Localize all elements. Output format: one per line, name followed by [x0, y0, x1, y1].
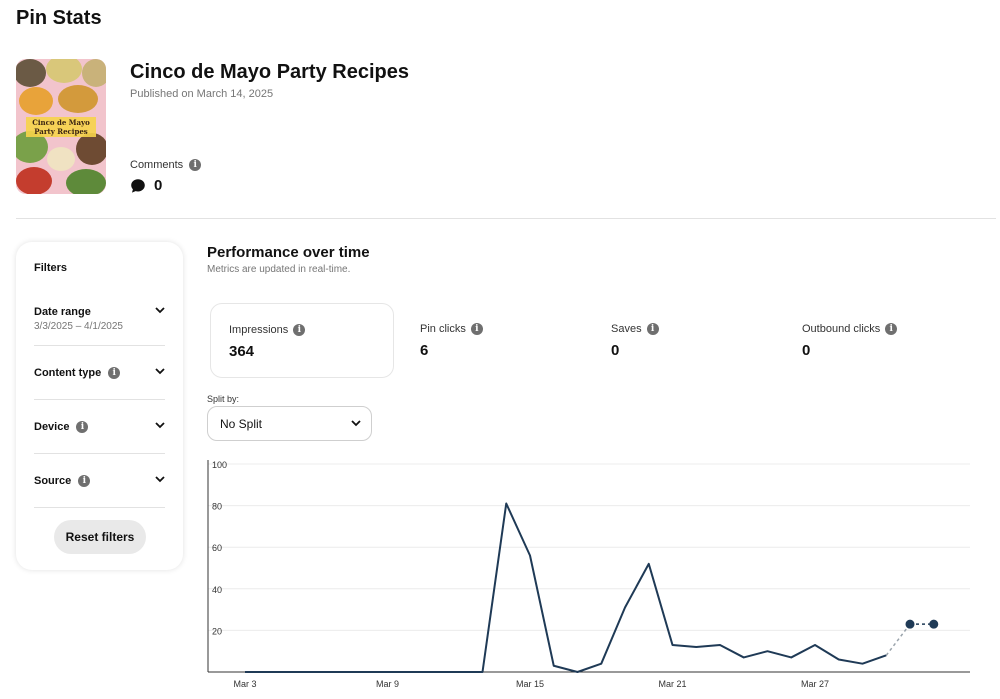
metric-label: Outbound clicks: [802, 323, 880, 335]
pin-thumbnail[interactable]: Cinco de Mayo Party Recipes: [16, 59, 106, 194]
split-by-label: Split by:: [207, 394, 239, 404]
filter-content-type[interactable]: Content type i: [34, 367, 165, 379]
page-title: Pin Stats: [16, 7, 102, 30]
chevron-down-icon: [155, 476, 165, 483]
info-icon[interactable]: i: [471, 323, 483, 335]
filters-title: Filters: [34, 262, 67, 274]
metric-value: 0: [802, 342, 810, 359]
filters-panel: Filters Date range 3/3/2025 – 4/1/2025 C…: [16, 242, 183, 570]
filter-date-range[interactable]: Date range 3/3/2025 – 4/1/2025: [34, 306, 165, 332]
reset-filters-button[interactable]: Reset filters: [54, 520, 146, 554]
x-tick-label: Mar 27: [801, 679, 829, 689]
filter-label: Content type: [34, 367, 101, 379]
filter-value: 3/3/2025 – 4/1/2025: [34, 321, 165, 332]
chevron-down-icon: [155, 422, 165, 429]
chevron-down-icon: [351, 420, 361, 427]
chevron-down-icon: [155, 368, 165, 375]
performance-title: Performance over time: [207, 244, 370, 261]
filter-source[interactable]: Source i: [34, 475, 165, 487]
metric-pin-clicks[interactable]: Pin clicks i 6: [402, 303, 586, 378]
filter-divider: [34, 345, 165, 346]
data-point: [929, 620, 938, 629]
info-icon[interactable]: i: [76, 421, 88, 433]
comments-count: 0: [154, 177, 162, 194]
metric-label: Saves: [611, 323, 642, 335]
info-icon[interactable]: i: [78, 475, 90, 487]
chevron-down-icon: [155, 307, 165, 314]
y-tick-label: 40: [212, 585, 222, 595]
x-tick-label: Mar 9: [376, 679, 399, 689]
speech-bubble-icon: [130, 178, 146, 194]
filter-divider: [34, 507, 165, 508]
comments-label-text: Comments: [130, 159, 183, 171]
split-by-value: No Split: [220, 417, 262, 431]
y-tick-label: 60: [212, 543, 222, 553]
y-tick-label: 80: [212, 502, 222, 512]
performance-subtitle: Metrics are updated in real-time.: [207, 264, 350, 275]
thumbnail-caption-line2: Party Recipes: [34, 127, 88, 136]
data-point: [906, 620, 915, 629]
filter-label: Date range: [34, 306, 91, 318]
metric-value: 364: [229, 343, 254, 360]
impressions-line-chart: 20 40 60 80 100 Mar 3 Mar 9 Mar 15 Mar 21 Mar 27: [200, 452, 980, 692]
comments-label: Comments i: [130, 159, 201, 171]
pin-published-date: Published on March 14, 2025: [130, 88, 273, 100]
metric-value: 0: [611, 342, 619, 359]
filter-label: Device: [34, 421, 69, 433]
metric-label: Impressions: [229, 324, 288, 336]
info-icon[interactable]: i: [647, 323, 659, 335]
x-tick-label: Mar 21: [658, 679, 686, 689]
info-icon[interactable]: i: [108, 367, 120, 379]
thumbnail-caption-line1: Cinco de Mayo: [32, 118, 90, 127]
metric-label: Pin clicks: [420, 323, 466, 335]
metric-saves[interactable]: Saves i 0: [593, 303, 777, 378]
filter-label: Source: [34, 475, 71, 487]
info-icon[interactable]: i: [293, 324, 305, 336]
info-icon[interactable]: i: [189, 159, 201, 171]
filter-device[interactable]: Device i: [34, 421, 165, 433]
header-divider: [16, 218, 996, 219]
metric-impressions[interactable]: Impressions i 364: [210, 303, 394, 378]
impressions-series-line: [245, 504, 886, 672]
info-icon[interactable]: i: [885, 323, 897, 335]
pin-title: Cinco de Mayo Party Recipes: [130, 61, 409, 84]
split-by-select[interactable]: No Split: [207, 406, 372, 441]
metric-value: 6: [420, 342, 428, 359]
projected-line-segment: [886, 624, 910, 655]
y-tick-label: 20: [212, 626, 222, 636]
comments-value: 0: [130, 177, 162, 194]
y-tick-label: 100: [212, 460, 227, 470]
metric-outbound-clicks[interactable]: Outbound clicks i 0: [784, 303, 984, 378]
filter-divider: [34, 399, 165, 400]
pin-thumbnail-image: Cinco de Mayo Party Recipes: [16, 59, 106, 194]
x-tick-label: Mar 3: [233, 679, 256, 689]
filter-divider: [34, 453, 165, 454]
x-tick-label: Mar 15: [516, 679, 544, 689]
